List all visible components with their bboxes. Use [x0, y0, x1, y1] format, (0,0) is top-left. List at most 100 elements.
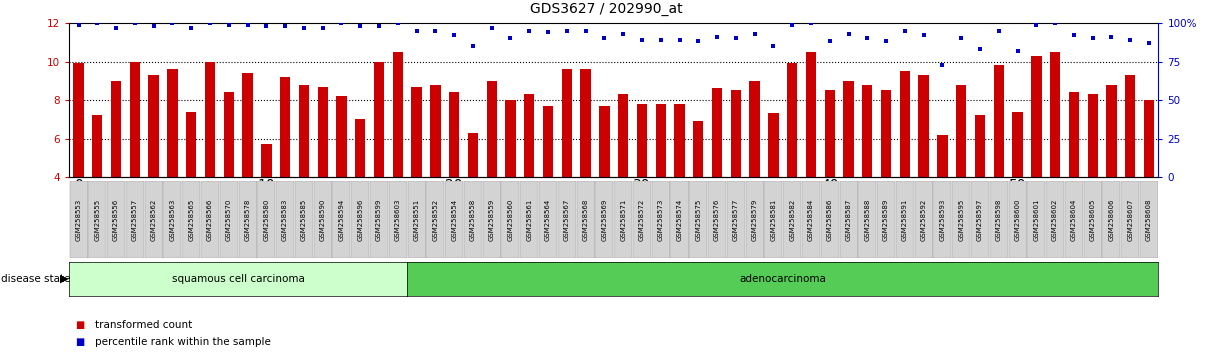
Text: GSM258600: GSM258600 — [1014, 198, 1020, 241]
Text: GSM258566: GSM258566 — [207, 198, 213, 241]
Point — [182, 25, 201, 30]
Text: GDS3627 / 202990_at: GDS3627 / 202990_at — [530, 2, 683, 16]
Bar — [69, 181, 87, 258]
Text: GSM258604: GSM258604 — [1071, 198, 1077, 241]
Point — [444, 33, 463, 38]
Bar — [332, 181, 351, 258]
Bar — [938, 135, 947, 177]
Text: GSM258572: GSM258572 — [639, 198, 645, 241]
Bar — [764, 181, 782, 258]
Bar — [708, 181, 727, 258]
Point — [220, 22, 239, 27]
Bar — [614, 181, 632, 258]
Text: GSM258589: GSM258589 — [883, 198, 889, 241]
Bar — [73, 63, 84, 177]
Bar — [1027, 181, 1046, 258]
Bar — [445, 181, 463, 258]
Bar — [993, 65, 1004, 177]
Text: GSM258608: GSM258608 — [1146, 198, 1152, 241]
Text: GSM258554: GSM258554 — [451, 199, 457, 240]
Bar — [164, 181, 182, 258]
Bar — [257, 181, 275, 258]
Text: GSM258581: GSM258581 — [770, 198, 776, 241]
Bar — [562, 69, 573, 177]
Point — [614, 31, 633, 36]
Point — [482, 25, 501, 30]
Bar — [689, 181, 707, 258]
Text: GSM258567: GSM258567 — [564, 198, 570, 241]
Text: GSM258568: GSM258568 — [582, 198, 588, 241]
Text: GSM258599: GSM258599 — [376, 198, 382, 241]
Text: GSM258588: GSM258588 — [865, 198, 870, 241]
Bar — [130, 62, 139, 177]
Bar — [784, 181, 802, 258]
Point — [707, 34, 727, 40]
Text: GSM258605: GSM258605 — [1089, 198, 1095, 241]
Bar — [243, 73, 252, 177]
Bar — [576, 181, 594, 258]
Point — [839, 31, 859, 36]
Bar — [483, 181, 501, 258]
Text: ■: ■ — [75, 337, 85, 347]
Text: GSM258575: GSM258575 — [695, 198, 701, 241]
Bar — [727, 181, 745, 258]
Bar — [144, 181, 163, 258]
Bar — [750, 81, 759, 177]
Bar — [182, 181, 200, 258]
Text: GSM258559: GSM258559 — [489, 198, 495, 241]
Bar — [520, 181, 539, 258]
Bar — [1013, 112, 1023, 177]
Text: GSM258553: GSM258553 — [75, 198, 81, 241]
Bar — [712, 88, 722, 177]
Bar — [1106, 85, 1117, 177]
Point — [238, 22, 257, 27]
Text: GSM258593: GSM258593 — [939, 198, 945, 241]
Bar — [1046, 181, 1064, 258]
Bar — [1088, 94, 1098, 177]
Text: GSM258552: GSM258552 — [432, 199, 438, 240]
Point — [670, 37, 689, 43]
Bar — [617, 94, 628, 177]
Text: GSM258561: GSM258561 — [526, 198, 533, 241]
Text: GSM258565: GSM258565 — [188, 198, 194, 241]
Point — [651, 37, 671, 43]
Text: GSM258580: GSM258580 — [263, 198, 269, 241]
Text: GSM258598: GSM258598 — [996, 198, 1002, 241]
Bar — [975, 115, 985, 177]
Bar — [671, 181, 689, 258]
Text: GSM258607: GSM258607 — [1127, 198, 1133, 241]
Bar — [651, 181, 670, 258]
Bar — [952, 181, 970, 258]
Point — [1083, 35, 1103, 41]
Bar — [900, 71, 910, 177]
Bar — [768, 114, 779, 177]
Text: GSM258564: GSM258564 — [545, 198, 551, 241]
Text: GSM258596: GSM258596 — [358, 198, 363, 241]
Bar — [970, 181, 989, 258]
Text: GSM258570: GSM258570 — [226, 198, 232, 241]
Point — [970, 46, 990, 52]
Point — [632, 37, 651, 43]
Bar — [239, 181, 257, 258]
Text: GSM258555: GSM258555 — [95, 199, 101, 240]
Bar — [468, 133, 478, 177]
Bar — [821, 181, 838, 258]
Point — [295, 25, 314, 30]
Text: squamous cell carcinoma: squamous cell carcinoma — [172, 274, 304, 284]
Bar — [261, 144, 272, 177]
Bar — [126, 181, 144, 258]
Bar — [449, 92, 460, 177]
Bar — [107, 181, 125, 258]
Bar — [110, 81, 121, 177]
Bar — [843, 81, 854, 177]
Point — [369, 23, 388, 29]
Point — [257, 23, 277, 29]
Bar — [426, 181, 444, 258]
Bar — [1069, 92, 1080, 177]
Point — [107, 25, 126, 30]
Bar — [543, 106, 553, 177]
Bar — [539, 181, 557, 258]
Bar — [990, 181, 1008, 258]
Bar — [280, 77, 290, 177]
Text: ▶: ▶ — [59, 274, 69, 284]
